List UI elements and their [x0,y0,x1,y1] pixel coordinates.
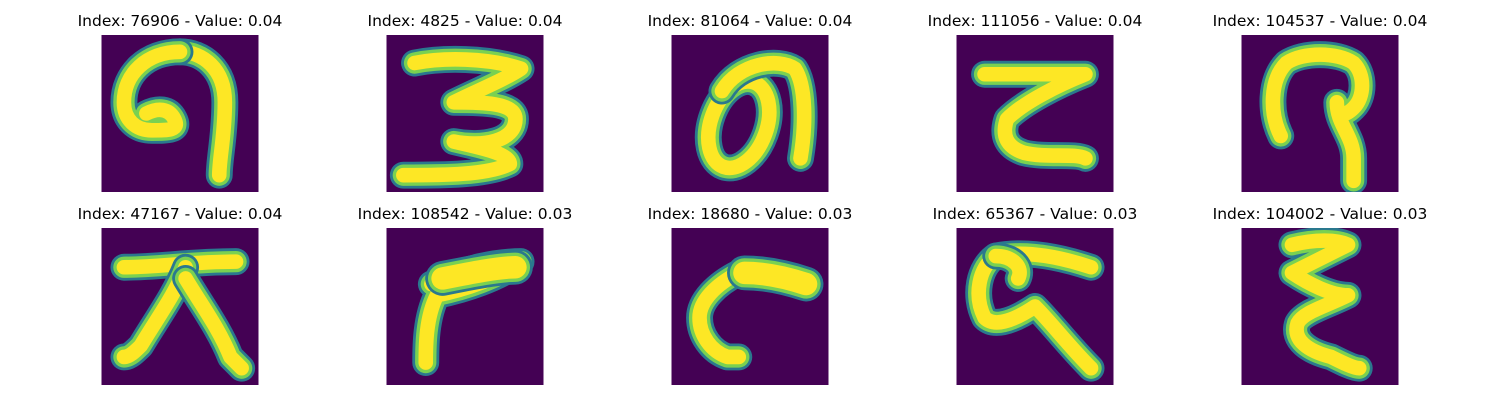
panel: Index: 47167 - Value: 0.04 [50,193,310,385]
loop-tail-glyph [956,228,1114,385]
glyph-stroke [988,248,1027,286]
panel: Index: 65367 - Value: 0.03 [905,193,1165,385]
hook-loop-glyph [101,35,259,192]
flag-shape-glyph [386,228,544,385]
panel: Index: 76906 - Value: 0.04 [50,0,310,192]
glyph-stroke [1265,47,1370,189]
glyph-stroke [172,44,233,183]
panel-title: Index: 76906 - Value: 0.04 [77,12,283,30]
glyph-stroke [396,52,529,183]
panel-title: Index: 47167 - Value: 0.04 [77,205,283,223]
glyph-stroke [977,66,1093,166]
panel-title: Index: 65367 - Value: 0.03 [932,205,1138,223]
panel: Index: 104537 - Value: 0.04 [1190,0,1450,192]
panel: Index: 18680 - Value: 0.03 [620,193,880,385]
three-shape-glyph [386,35,544,192]
loop-oval-glyph [671,35,829,192]
panel-title: Index: 104002 - Value: 0.03 [1212,205,1428,223]
panel-title: Index: 4825 - Value: 0.04 [367,12,563,30]
glyph-stroke [116,259,193,365]
curved-hook-glyph [671,228,829,385]
panel: Index: 81064 - Value: 0.04 [620,0,880,192]
panel-title: Index: 104537 - Value: 0.04 [1212,12,1428,30]
glyph-stroke [701,74,777,176]
tree-shape-glyph [101,228,259,385]
glyph-stroke [733,261,818,296]
panel: Index: 111056 - Value: 0.04 [905,0,1165,192]
panel-title: Index: 18680 - Value: 0.03 [647,205,853,223]
question-hook-glyph [1241,35,1399,192]
glyph-stroke [116,44,188,138]
panel-title: Index: 81064 - Value: 0.04 [647,12,853,30]
epsilon-shape-glyph [1241,228,1399,385]
panel: Index: 4825 - Value: 0.04 [335,0,595,192]
panel: Index: 104002 - Value: 0.03 [1190,193,1450,385]
glyph-stroke [971,246,1099,376]
panel-title: Index: 111056 - Value: 0.04 [927,12,1143,30]
glyph-stroke [1284,233,1367,376]
panel-title: Index: 108542 - Value: 0.03 [357,205,573,223]
glyph-stroke [431,256,527,290]
glyph-stroke [178,271,249,376]
panel: Index: 108542 - Value: 0.03 [335,193,595,385]
glyph-stroke [714,55,812,166]
zigzag-glyph [956,35,1114,192]
